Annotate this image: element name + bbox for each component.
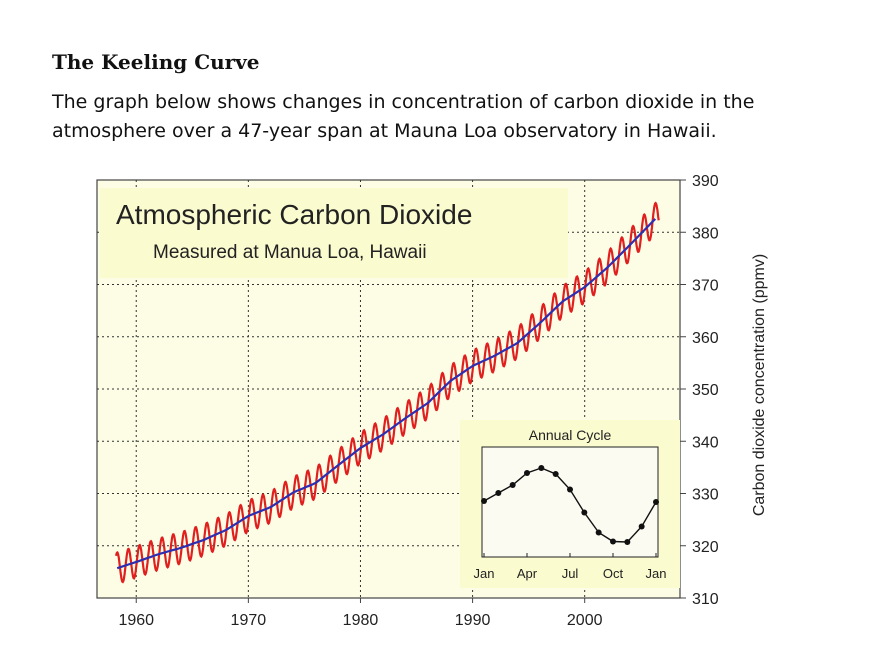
annual-cycle-point	[610, 538, 616, 545]
x-tick-label: 2000	[567, 612, 603, 629]
annual-cycle-point	[653, 499, 659, 505]
x-tick-label: 1990	[455, 612, 491, 629]
inset-title: Annual Cycle	[529, 427, 612, 443]
inset-tick-label: Jul	[562, 566, 579, 581]
annual-cycle-point	[552, 471, 559, 477]
inset-x-ticks: Jan Apr Jul Oct Jan	[474, 553, 667, 581]
x-axis: 1960 1970 1980 1990 2000	[118, 598, 603, 629]
annual-cycle-points	[481, 465, 659, 545]
y-tick-label: 340	[692, 434, 719, 451]
y-tick-label: 360	[692, 330, 719, 347]
x-tick-label: 1980	[343, 612, 379, 629]
inset-tick-label: Jan	[646, 566, 667, 581]
chart-subtitle: Measured at Manua Loa, Hawaii	[153, 242, 427, 263]
chart-title: Atmospheric Carbon Dioxide	[116, 199, 472, 230]
annual-cycle-point	[538, 465, 545, 471]
inset-frame	[481, 446, 659, 558]
annual-cycle-point	[567, 486, 573, 493]
y-axis: 310 320 330 340 350 360 370 380 390	[680, 173, 719, 608]
y-tick-label: 390	[692, 173, 719, 190]
inset-tick-label: Apr	[517, 566, 538, 581]
x-tick-label: 1970	[231, 612, 267, 629]
y-tick-label: 310	[692, 591, 719, 608]
annual-cycle-point	[595, 529, 602, 536]
y-tick-label: 380	[692, 225, 719, 242]
series-group	[115, 201, 660, 584]
annual-cycle-point	[524, 470, 530, 476]
annual-cycle-point	[495, 490, 502, 496]
page-description: The graph below shows changes in concent…	[52, 91, 755, 142]
annual-cycle-inset: Annual Cycle Jan Apr Jul Oct Jan	[460, 420, 680, 588]
annual-cycle-point	[481, 498, 487, 504]
annual-cycle-point	[581, 509, 588, 516]
seasonal-co2-series	[115, 201, 660, 584]
annual-cycle-point	[624, 539, 631, 545]
y-axis-label: Carbon dioxide concentration (ppmv)	[751, 254, 768, 516]
y-tick-label: 370	[692, 278, 719, 295]
y-tick-label: 330	[692, 487, 719, 504]
chart-title-background	[100, 188, 568, 278]
inset-tick-label: Jan	[474, 566, 495, 581]
annual-cycle-point	[509, 482, 516, 488]
page-heading: The Keeling Curve	[52, 50, 260, 74]
x-tick-label: 1960	[118, 612, 154, 629]
trend-co2-series	[116, 218, 657, 570]
y-tick-label: 320	[692, 539, 719, 556]
annual-cycle-point	[638, 523, 645, 530]
y-tick-label: 350	[692, 382, 719, 399]
inset-tick-label: Oct	[603, 566, 624, 581]
chart-title-box: Atmospheric Carbon Dioxide Measured at M…	[100, 188, 568, 278]
